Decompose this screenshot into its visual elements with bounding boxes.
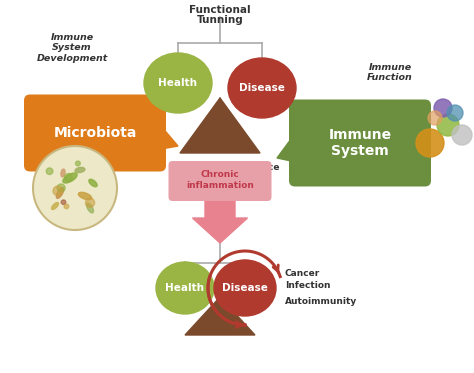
Ellipse shape — [75, 167, 85, 173]
Circle shape — [428, 111, 442, 125]
Circle shape — [85, 198, 95, 207]
Circle shape — [64, 173, 73, 182]
Ellipse shape — [56, 188, 64, 198]
Circle shape — [452, 125, 472, 145]
Circle shape — [61, 200, 66, 204]
Text: Disease: Disease — [239, 83, 285, 93]
Circle shape — [447, 105, 463, 121]
Ellipse shape — [89, 179, 97, 187]
FancyBboxPatch shape — [289, 100, 431, 186]
Text: Health: Health — [158, 78, 198, 88]
Ellipse shape — [144, 53, 212, 113]
FancyBboxPatch shape — [24, 94, 166, 172]
Circle shape — [46, 168, 53, 175]
Ellipse shape — [52, 203, 58, 210]
Polygon shape — [277, 134, 295, 162]
Polygon shape — [185, 297, 255, 335]
Ellipse shape — [78, 192, 91, 200]
Text: Disease: Disease — [222, 283, 268, 293]
FancyBboxPatch shape — [168, 161, 272, 201]
Polygon shape — [192, 197, 247, 243]
Circle shape — [416, 129, 444, 157]
Polygon shape — [160, 125, 178, 149]
Circle shape — [53, 186, 63, 196]
Text: Immune
System
Development: Immune System Development — [36, 33, 108, 63]
Text: Dysbiosis: Dysbiosis — [168, 163, 216, 172]
Text: Autoimmunity: Autoimmunity — [285, 298, 357, 307]
Ellipse shape — [63, 173, 77, 183]
Circle shape — [64, 204, 69, 209]
Text: Imbalance: Imbalance — [227, 163, 279, 172]
Circle shape — [434, 99, 452, 117]
Circle shape — [75, 161, 80, 166]
Ellipse shape — [214, 260, 276, 316]
Text: Microbiota: Microbiota — [53, 126, 137, 140]
Polygon shape — [180, 98, 260, 153]
Text: Immune
Function: Immune Function — [367, 63, 413, 82]
Ellipse shape — [156, 262, 214, 314]
Text: Functional: Functional — [189, 5, 251, 15]
Ellipse shape — [228, 58, 296, 118]
Text: Immune
System: Immune System — [328, 128, 392, 158]
Ellipse shape — [86, 203, 93, 213]
Circle shape — [33, 146, 117, 230]
Text: Chronic
inflammation: Chronic inflammation — [186, 170, 254, 190]
Ellipse shape — [61, 169, 65, 177]
Circle shape — [57, 184, 65, 192]
Text: Tunning: Tunning — [197, 15, 243, 25]
Text: Health: Health — [165, 283, 204, 293]
Text: Infection: Infection — [285, 280, 330, 289]
Circle shape — [437, 114, 459, 136]
Text: Cancer: Cancer — [285, 270, 320, 279]
